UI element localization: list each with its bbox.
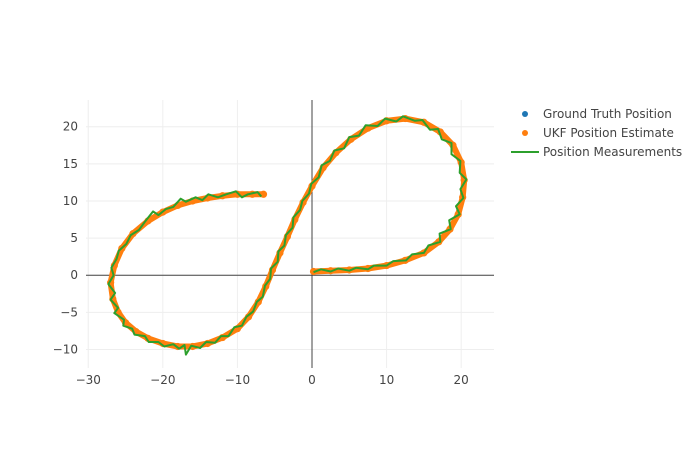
legend: Ground Truth Position UKF Position Estima… — [511, 107, 682, 159]
x-tick-label: −30 — [76, 373, 101, 387]
x-tick-label: 0 — [308, 373, 316, 387]
x-tick-label: −10 — [225, 373, 250, 387]
x-axis-ticks: −30 −20 −10 0 10 20 — [76, 373, 469, 387]
legend-item[interactable]: UKF Position Estimate — [522, 126, 674, 140]
x-tick-label: 10 — [379, 373, 394, 387]
y-axis-ticks: −10 −5 0 5 10 15 20 — [53, 120, 78, 357]
series-layer — [107, 114, 468, 356]
zero-lines — [86, 100, 494, 368]
y-tick-label: −10 — [53, 342, 78, 356]
legend-label: Ground Truth Position — [543, 107, 672, 121]
y-tick-label: 20 — [63, 120, 78, 134]
series-position-measurements-line — [107, 115, 468, 356]
x-tick-label: 20 — [454, 373, 469, 387]
y-tick-label: 0 — [70, 268, 78, 282]
y-tick-label: 5 — [70, 231, 78, 245]
y-tick-label: −5 — [60, 305, 78, 319]
legend-label: Position Measurements — [543, 145, 682, 159]
legend-label: UKF Position Estimate — [543, 126, 674, 140]
legend-marker-swatch — [522, 130, 528, 136]
y-tick-label: 15 — [63, 157, 78, 171]
legend-marker-swatch — [522, 111, 528, 117]
plot-area — [86, 100, 494, 368]
x-tick-label: −20 — [150, 373, 175, 387]
legend-item[interactable]: Position Measurements — [511, 145, 682, 159]
y-tick-label: 10 — [63, 194, 78, 208]
legend-item[interactable]: Ground Truth Position — [522, 107, 672, 121]
